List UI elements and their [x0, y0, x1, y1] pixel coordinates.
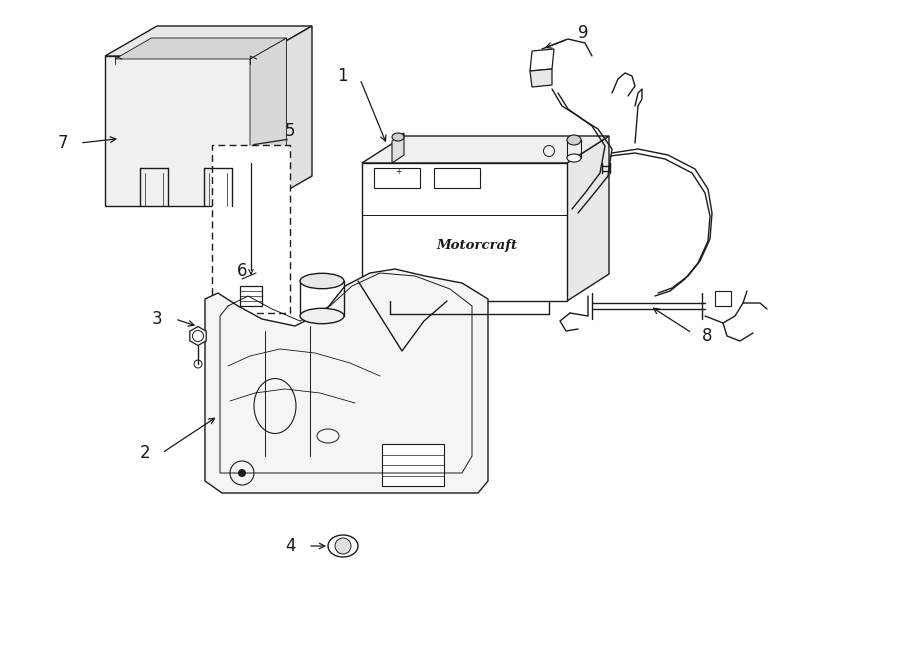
Text: 1: 1: [338, 67, 348, 85]
Text: 3: 3: [151, 310, 162, 328]
Polygon shape: [374, 168, 420, 188]
Text: 6: 6: [237, 262, 248, 280]
Polygon shape: [434, 168, 480, 188]
Ellipse shape: [392, 133, 404, 141]
Text: 7: 7: [58, 134, 68, 152]
Polygon shape: [362, 163, 567, 301]
Ellipse shape: [567, 154, 581, 162]
Polygon shape: [715, 291, 731, 306]
Polygon shape: [205, 269, 488, 493]
Ellipse shape: [328, 535, 358, 557]
Polygon shape: [392, 133, 404, 163]
Polygon shape: [250, 38, 286, 201]
Polygon shape: [190, 327, 206, 346]
Polygon shape: [240, 286, 262, 306]
Text: 5: 5: [284, 122, 295, 140]
Polygon shape: [382, 444, 444, 486]
Polygon shape: [530, 69, 552, 87]
Polygon shape: [530, 49, 554, 71]
Text: Motorcraft: Motorcraft: [436, 239, 518, 253]
Polygon shape: [105, 56, 260, 206]
Polygon shape: [105, 26, 312, 56]
Text: 8: 8: [702, 327, 713, 345]
Polygon shape: [260, 26, 312, 206]
Text: 9: 9: [578, 24, 589, 42]
Ellipse shape: [300, 308, 344, 324]
Polygon shape: [567, 136, 609, 301]
Text: 2: 2: [140, 444, 150, 462]
Text: 4: 4: [285, 537, 296, 555]
Text: +: +: [395, 167, 401, 176]
Polygon shape: [362, 136, 609, 163]
Ellipse shape: [300, 273, 344, 289]
Circle shape: [335, 538, 351, 554]
Bar: [212, 145, 290, 313]
Ellipse shape: [567, 135, 581, 145]
Circle shape: [238, 469, 246, 477]
Polygon shape: [115, 38, 286, 59]
